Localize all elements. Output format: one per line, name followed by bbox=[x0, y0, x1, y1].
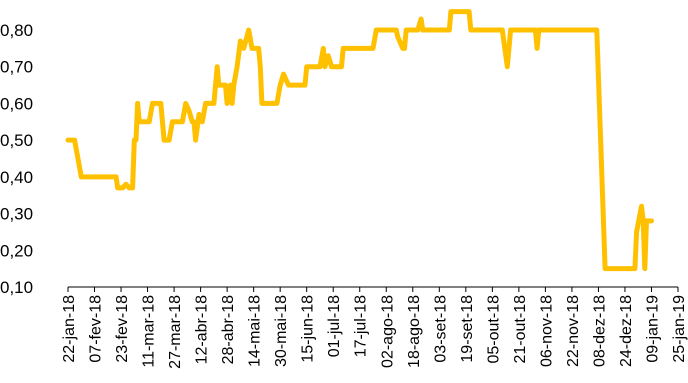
x-axis-labels: 22-jan-18 07-fev-18 23-fev-18 11-mar-18 27-m… bbox=[61, 295, 688, 369]
x-tick-label: 24-dez-18 bbox=[618, 295, 635, 367]
y-tick-label: 0,20 bbox=[0, 241, 33, 260]
x-tick-label: 02-ago-18 bbox=[379, 295, 396, 368]
x-axis bbox=[67, 286, 679, 292]
x-tick-label: 22-nov-18 bbox=[565, 295, 582, 367]
x-tick-label: 14-mai-18 bbox=[247, 295, 264, 367]
x-tick-label: 18-ago-18 bbox=[406, 295, 423, 368]
x-tick-label: 23-fev-18 bbox=[114, 295, 131, 363]
y-tick-label: 0,70 bbox=[0, 58, 33, 77]
x-tick-label: 09-jan-19 bbox=[644, 295, 661, 363]
x-tick-label: 07-fev-18 bbox=[88, 295, 105, 363]
x-tick-label: 28-abr-18 bbox=[220, 295, 237, 364]
x-tick-label: 27-mar-18 bbox=[167, 295, 184, 369]
x-tick-label: 08-dez-18 bbox=[591, 295, 608, 367]
x-tick-label: 22-jan-18 bbox=[61, 295, 78, 363]
x-tick-label: 12-abr-18 bbox=[194, 295, 211, 364]
x-tick-label: 05-out-18 bbox=[485, 295, 502, 364]
x-tick-label: 06-nov-18 bbox=[538, 295, 555, 367]
x-tick-label: 03-set-18 bbox=[432, 295, 449, 363]
y-tick-label: 0,10 bbox=[0, 278, 33, 297]
x-tick-label: 11-mar-18 bbox=[141, 295, 158, 368]
x-tick-label: 01-jul-18 bbox=[326, 295, 343, 357]
x-tick-label: 19-set-18 bbox=[459, 295, 476, 363]
series-group bbox=[65, 9, 654, 272]
y-tick-label: 0,40 bbox=[0, 168, 33, 187]
y-axis-labels: 0,10 0,20 0,30 0,40 0,50 0,60 0,70 0,80 bbox=[0, 21, 33, 297]
y-tick-label: 0,80 bbox=[0, 21, 33, 40]
y-tick-label: 0,30 bbox=[0, 205, 33, 224]
x-tick-label: 17-jul-18 bbox=[353, 295, 370, 357]
x-tick-label: 21-out-18 bbox=[512, 295, 529, 364]
y-tick-label: 0,60 bbox=[0, 94, 33, 113]
y-tick-label: 0,50 bbox=[0, 131, 33, 150]
x-tick-label: 15-jun-18 bbox=[300, 295, 317, 363]
x-tick-label: 25-jan-19 bbox=[671, 295, 688, 363]
x-tick-label: 30-mai-18 bbox=[273, 295, 290, 367]
series-line bbox=[65, 9, 654, 272]
